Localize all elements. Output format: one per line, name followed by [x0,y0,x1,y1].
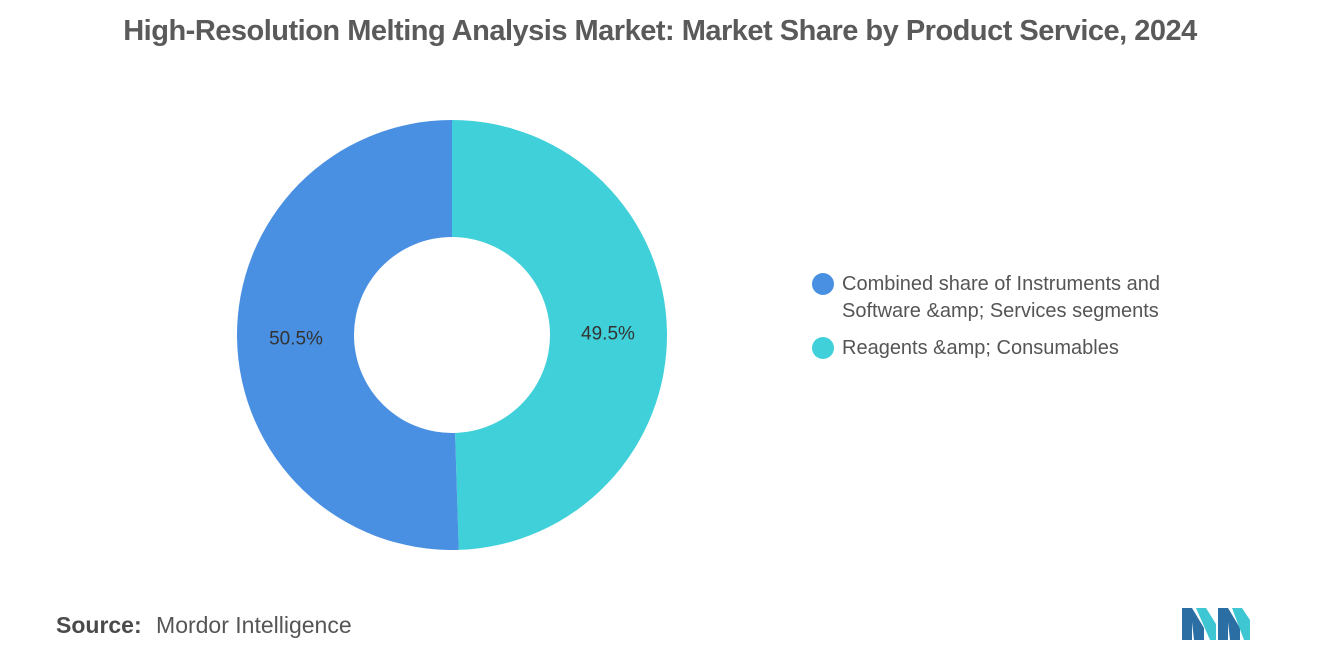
legend-swatch [812,337,834,359]
legend-item: Combined share of Instruments and Softwa… [812,271,1232,325]
chart-title: High-Resolution Melting Analysis Market:… [123,15,1197,47]
source-value: Mordor Intelligence [156,612,352,638]
source-note: Source: Mordor Intelligence [56,612,352,639]
source-label: Source: [56,612,142,638]
donut-slice [452,120,667,550]
slice-value-label: 50.5% [269,328,323,349]
slice-value-label: 49.5% [581,324,635,345]
mordor-intelligence-logo-icon [1182,608,1250,640]
legend-label: Reagents &amp; Consumables [842,337,1119,359]
legend-label: Combined share of Instruments and Softwa… [842,273,1160,322]
legend-item: Reagents &amp; Consumables [812,335,1232,362]
legend-swatch [812,273,834,295]
donut-slice [236,120,459,550]
chart-legend: Combined share of Instruments and Softwa… [812,271,1232,372]
